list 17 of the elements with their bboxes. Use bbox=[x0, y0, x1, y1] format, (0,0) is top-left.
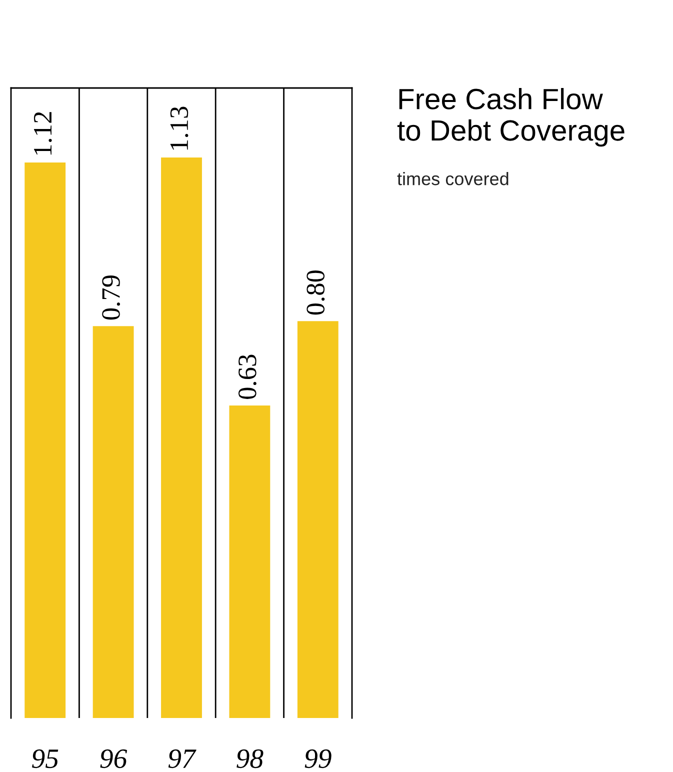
x-tick-label: 96 bbox=[100, 749, 128, 768]
bar bbox=[161, 158, 202, 718]
x-tick-label: 95 bbox=[32, 749, 58, 768]
bar bbox=[229, 406, 270, 718]
data-label: 0.63 bbox=[238, 354, 256, 399]
text: times covered bbox=[397, 172, 508, 186]
data-label: 0.79 bbox=[102, 275, 120, 320]
text: Free Cash Flow to Debt Coverage bbox=[397, 88, 624, 147]
data-label: 0.80 bbox=[306, 270, 325, 315]
bar bbox=[24, 162, 66, 718]
bar bbox=[92, 326, 134, 718]
bar bbox=[297, 321, 338, 718]
data-label: 1.13 bbox=[170, 106, 188, 150]
x-tick-label: 99 bbox=[304, 749, 332, 768]
data-label: 1.12 bbox=[34, 112, 52, 155]
x-tick-label: 97 bbox=[168, 749, 196, 768]
x-tick-label: 98 bbox=[236, 749, 264, 768]
